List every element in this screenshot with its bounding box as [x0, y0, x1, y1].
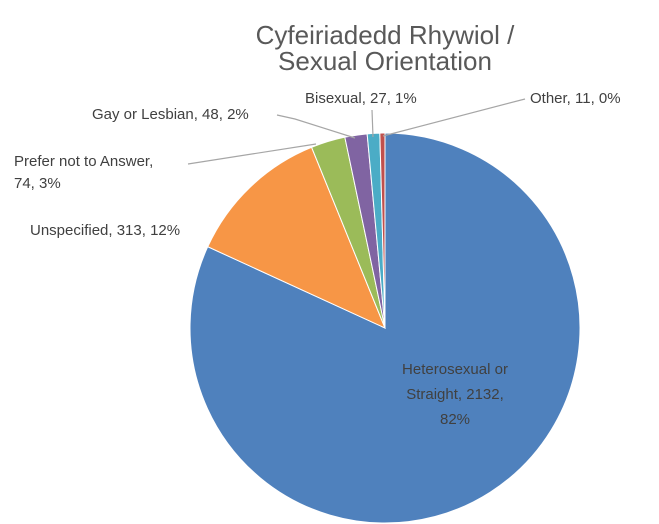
data-label-prefer-not-to-answer: Prefer not to Answer, 74, 3% — [14, 153, 153, 192]
data-label-bisexual: Bisexual, 27, 1% — [305, 90, 417, 107]
pie-slice-other — [379, 132, 386, 329]
data-label-heterosexual-or-straight: Heterosexual or Straight, 2132, 82% — [402, 361, 508, 428]
leader-line-other — [382, 98, 526, 137]
data-label-other: Other, 11, 0% — [530, 90, 621, 107]
leader-line-bisexual — [371, 109, 374, 138]
chart-title: Cyfeiriadedd Rhywiol / Sexual Orientation — [256, 20, 515, 76]
leader-lines — [187, 98, 526, 165]
leader-line-gay-or-lesbian — [276, 114, 356, 139]
data-label-gay-or-lesbian: Gay or Lesbian, 48, 2% — [92, 106, 249, 123]
chart-title-text: Cyfeiriadedd Rhywiol / Sexual Orientation — [256, 20, 515, 76]
pie-slice-unspecified — [207, 146, 386, 329]
leader-line-prefer-not-to-answer — [187, 143, 317, 165]
pie-slices — [189, 132, 581, 524]
data-label-unspecified: Unspecified, 313, 12% — [30, 222, 180, 239]
data-labels: Heterosexual or Straight, 2132, 82% Unspeci… — [14, 90, 621, 428]
